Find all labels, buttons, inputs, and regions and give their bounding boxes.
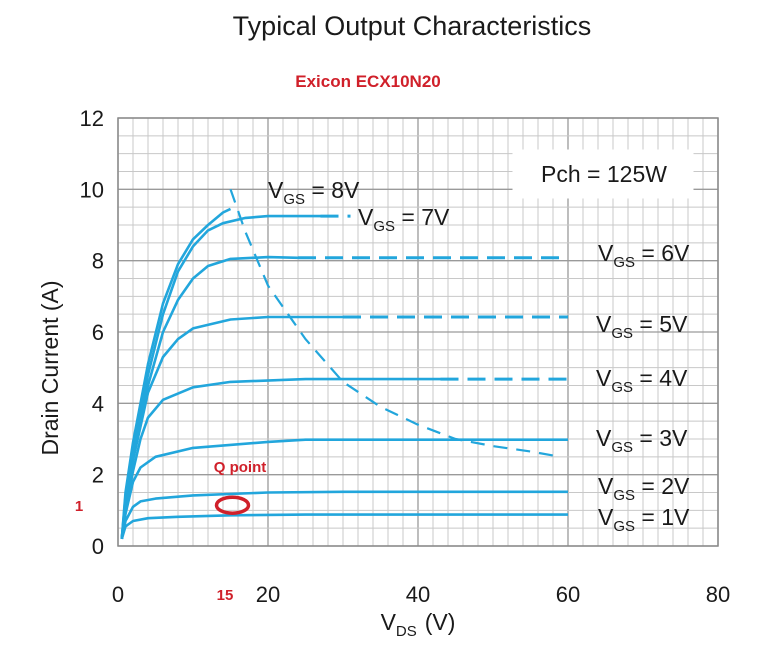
x-axis-label-sub: DS <box>396 623 417 640</box>
y-tick-label: 4 <box>92 391 104 416</box>
curve-vgs-3v <box>120 438 568 540</box>
y-tick-label: 0 <box>92 534 104 559</box>
curve-vgs-7v <box>120 214 321 540</box>
curve-label-vgs-8v: VGS = 8V <box>268 177 360 208</box>
curves <box>120 188 568 540</box>
chart-subtitle: Exicon ECX10N20 <box>295 72 441 91</box>
q-point-marker <box>214 495 251 515</box>
grid-lines <box>117 117 719 547</box>
y-tick-label: 12 <box>80 106 104 131</box>
curve-label-vgs-3v: VGS = 3V <box>596 425 688 456</box>
curve-label-vgs-1v: VGS = 1V <box>598 504 690 535</box>
x-tick-label: 20 <box>256 582 280 607</box>
x-axis-label-unit: (V) <box>425 609 456 635</box>
curve-label-vgs-6v: VGS = 6V <box>598 240 690 271</box>
x-tick-label: 80 <box>706 582 730 607</box>
curve-label-vgs-4v: VGS = 4V <box>596 365 688 396</box>
x-tick-label: 40 <box>406 582 430 607</box>
curve-label-vgs-5v: VGS = 5V <box>596 311 688 342</box>
x-marker-15: 15 <box>217 587 234 604</box>
q-point-label: Q point <box>214 459 267 476</box>
chart-title: Typical Output Characteristics <box>233 11 592 41</box>
plot-frame <box>117 117 719 547</box>
x-axis-label: VDS (V) <box>381 609 456 640</box>
curve-label-vgs-7v: VGS = 7V <box>358 204 450 235</box>
curve-label-vgs-2v: VGS = 2V <box>598 473 690 504</box>
curve-vgs-8v <box>120 207 232 540</box>
curve-vgs-2v <box>120 490 568 540</box>
power-limit-curve <box>229 188 561 458</box>
power-box-label: Pch = 125W <box>541 161 667 187</box>
axes <box>117 117 719 547</box>
y-axis-label: Drain Current (A) <box>37 280 63 455</box>
y-marker-1: 1 <box>75 498 83 515</box>
y-tick-label: 8 <box>92 249 104 274</box>
curve-vgs-4v <box>120 377 441 540</box>
y-tick-label: 6 <box>92 320 104 345</box>
x-axis-label-main: V <box>381 609 397 635</box>
x-tick-label: 60 <box>556 582 580 607</box>
tick-labels: 0 20 40 60 80 0 2 4 6 8 10 12 <box>80 106 731 607</box>
y-tick-label: 10 <box>80 177 104 202</box>
power-box <box>512 149 694 199</box>
y-tick-label: 2 <box>92 463 104 488</box>
curve-vgs-1v <box>120 513 568 540</box>
x-tick-label: 0 <box>112 582 124 607</box>
